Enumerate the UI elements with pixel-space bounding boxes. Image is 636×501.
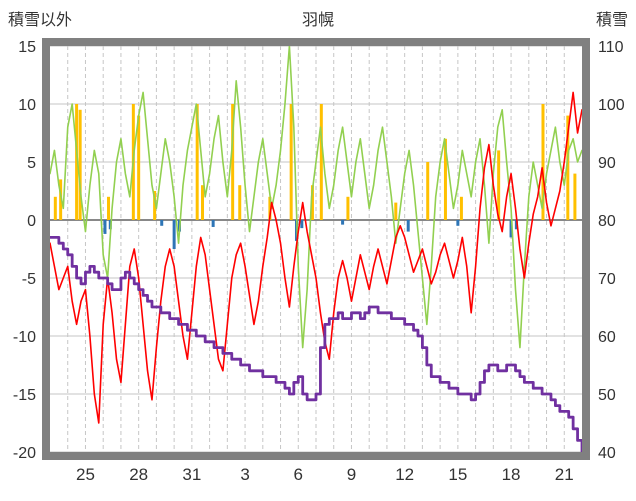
svg-text:31: 31 bbox=[182, 465, 201, 484]
svg-text:15: 15 bbox=[448, 465, 467, 484]
svg-text:90: 90 bbox=[598, 155, 616, 172]
svg-text:28: 28 bbox=[129, 465, 148, 484]
svg-text:0: 0 bbox=[27, 213, 36, 230]
svg-text:5: 5 bbox=[27, 155, 36, 172]
svg-text:50: 50 bbox=[598, 387, 616, 404]
svg-text:18: 18 bbox=[502, 465, 521, 484]
svg-text:3: 3 bbox=[240, 465, 249, 484]
svg-text:25: 25 bbox=[76, 465, 95, 484]
right-axis-title: 積雪 bbox=[595, 12, 628, 29]
svg-text:6: 6 bbox=[294, 465, 303, 484]
svg-text:9: 9 bbox=[347, 465, 356, 484]
svg-text:60: 60 bbox=[598, 329, 616, 346]
left-axis-title: 積雪以外 bbox=[8, 12, 73, 29]
svg-text:12: 12 bbox=[395, 465, 414, 484]
svg-text:-10: -10 bbox=[13, 329, 36, 346]
chart-title: 羽幌 bbox=[301, 12, 334, 29]
svg-text:15: 15 bbox=[18, 39, 36, 56]
svg-text:10: 10 bbox=[18, 97, 36, 114]
svg-text:-20: -20 bbox=[13, 445, 36, 462]
svg-text:-5: -5 bbox=[22, 271, 36, 288]
svg-text:80: 80 bbox=[598, 213, 616, 230]
svg-text:-15: -15 bbox=[13, 387, 36, 404]
svg-text:40: 40 bbox=[598, 445, 616, 462]
svg-text:110: 110 bbox=[598, 39, 624, 56]
svg-text:21: 21 bbox=[555, 465, 574, 484]
svg-text:70: 70 bbox=[598, 271, 616, 288]
svg-text:100: 100 bbox=[598, 97, 625, 114]
